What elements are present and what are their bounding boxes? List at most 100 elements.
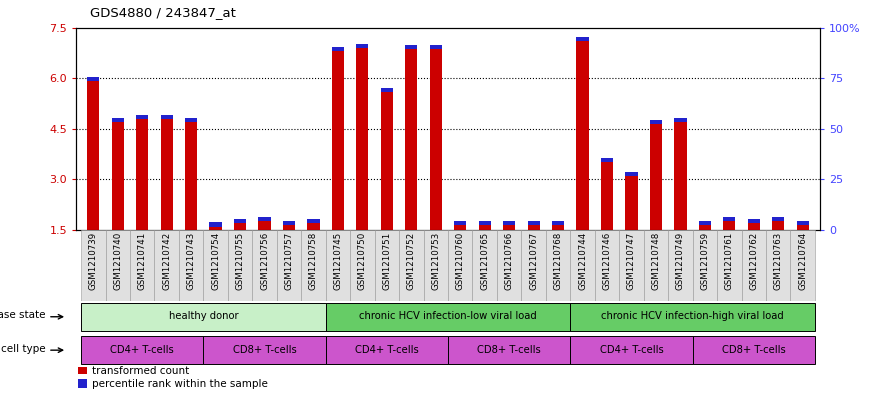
- Bar: [478, 225, 491, 230]
- Bar: [106, 230, 130, 301]
- Bar: [307, 223, 320, 230]
- Text: CD8+ T-cells: CD8+ T-cells: [233, 345, 297, 354]
- Text: GSM1210745: GSM1210745: [333, 232, 342, 290]
- Bar: [723, 222, 736, 230]
- Text: GSM1210756: GSM1210756: [260, 232, 269, 290]
- Bar: [307, 219, 320, 223]
- Text: disease state: disease state: [0, 310, 46, 320]
- Bar: [350, 230, 375, 301]
- Bar: [699, 225, 711, 230]
- Bar: [601, 162, 613, 230]
- Bar: [258, 222, 271, 230]
- Text: GSM1210752: GSM1210752: [407, 232, 416, 290]
- Bar: [503, 225, 515, 230]
- Bar: [185, 122, 197, 230]
- Text: percentile rank within the sample: percentile rank within the sample: [92, 379, 268, 389]
- Bar: [766, 230, 790, 301]
- Bar: [693, 336, 815, 364]
- Text: GSM1210743: GSM1210743: [186, 232, 195, 290]
- Bar: [203, 230, 228, 301]
- Text: GSM1210765: GSM1210765: [480, 232, 489, 290]
- Text: GSM1210759: GSM1210759: [701, 232, 710, 290]
- Text: GSM1210761: GSM1210761: [725, 232, 734, 290]
- Bar: [747, 219, 760, 223]
- Bar: [375, 230, 399, 301]
- Bar: [454, 221, 466, 225]
- Text: GSM1210741: GSM1210741: [138, 232, 147, 290]
- Bar: [601, 158, 613, 162]
- Bar: [430, 45, 442, 50]
- Bar: [521, 230, 546, 301]
- Bar: [81, 336, 203, 364]
- Bar: [136, 114, 149, 119]
- Text: chronic HCV infection-low viral load: chronic HCV infection-low viral load: [359, 311, 537, 321]
- Bar: [747, 223, 760, 230]
- Bar: [112, 118, 124, 122]
- Bar: [772, 222, 784, 230]
- Text: GSM1210751: GSM1210751: [383, 232, 392, 290]
- Text: CD8+ T-cells: CD8+ T-cells: [722, 345, 786, 354]
- Text: GSM1210746: GSM1210746: [602, 232, 611, 290]
- Text: GSM1210762: GSM1210762: [749, 232, 758, 290]
- Bar: [81, 303, 325, 331]
- Bar: [234, 223, 246, 230]
- Text: GSM1210763: GSM1210763: [774, 232, 783, 290]
- Bar: [595, 230, 619, 301]
- Bar: [503, 221, 515, 225]
- Bar: [693, 230, 717, 301]
- Bar: [552, 225, 564, 230]
- Bar: [283, 221, 295, 225]
- Bar: [571, 230, 595, 301]
- Text: GSM1210760: GSM1210760: [456, 232, 465, 290]
- Bar: [650, 119, 662, 124]
- Bar: [78, 366, 87, 374]
- Bar: [381, 92, 393, 230]
- Bar: [78, 380, 87, 387]
- Text: CD4+ T-cells: CD4+ T-cells: [110, 345, 174, 354]
- Bar: [160, 114, 173, 119]
- Bar: [424, 230, 448, 301]
- Bar: [253, 230, 277, 301]
- Text: CD4+ T-cells: CD4+ T-cells: [355, 345, 418, 354]
- Bar: [325, 336, 448, 364]
- Bar: [112, 122, 124, 230]
- Bar: [571, 303, 815, 331]
- Bar: [472, 230, 497, 301]
- Text: GSM1210758: GSM1210758: [309, 232, 318, 290]
- Bar: [497, 230, 521, 301]
- Text: GDS4880 / 243847_at: GDS4880 / 243847_at: [90, 6, 236, 19]
- Bar: [130, 230, 154, 301]
- Text: GSM1210755: GSM1210755: [236, 232, 245, 290]
- Bar: [478, 221, 491, 225]
- Text: GSM1210757: GSM1210757: [285, 232, 294, 290]
- Text: GSM1210753: GSM1210753: [431, 232, 440, 290]
- Bar: [772, 217, 784, 222]
- Bar: [325, 230, 350, 301]
- Text: GSM1210739: GSM1210739: [89, 232, 98, 290]
- Bar: [160, 119, 173, 230]
- Bar: [81, 230, 106, 301]
- Bar: [668, 230, 693, 301]
- Text: chronic HCV infection-high viral load: chronic HCV infection-high viral load: [601, 311, 784, 321]
- Text: cell type: cell type: [1, 343, 46, 354]
- Bar: [797, 225, 809, 230]
- Text: GSM1210766: GSM1210766: [504, 232, 513, 290]
- Text: GSM1210768: GSM1210768: [554, 232, 563, 290]
- Bar: [699, 221, 711, 225]
- Bar: [136, 119, 149, 230]
- Bar: [619, 230, 643, 301]
- Bar: [301, 230, 325, 301]
- Bar: [258, 217, 271, 222]
- Bar: [448, 336, 571, 364]
- Text: GSM1210748: GSM1210748: [651, 232, 660, 290]
- Bar: [790, 230, 815, 301]
- Text: GSM1210750: GSM1210750: [358, 232, 366, 290]
- Bar: [625, 176, 638, 230]
- Text: transformed count: transformed count: [92, 365, 189, 375]
- Bar: [179, 230, 203, 301]
- Bar: [528, 225, 539, 230]
- Bar: [797, 221, 809, 225]
- Bar: [332, 47, 344, 51]
- Bar: [675, 122, 686, 230]
- Bar: [528, 221, 539, 225]
